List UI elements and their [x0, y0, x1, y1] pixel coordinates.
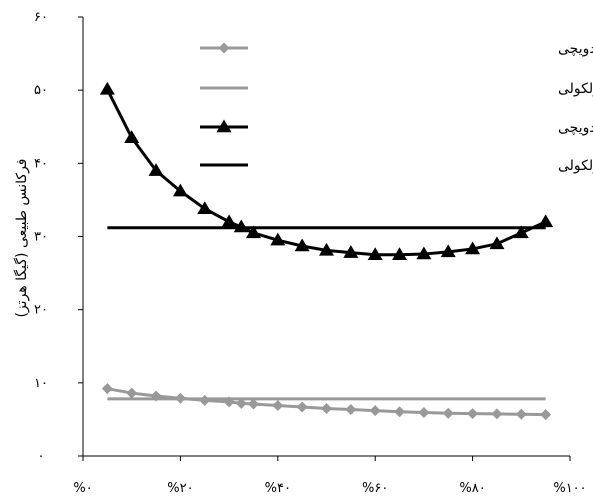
y-tick-label: ۱۰ [34, 376, 48, 391]
data-point [538, 214, 554, 228]
y-tick-label: ۲۰ [34, 303, 48, 318]
legend-swatch-marker [218, 42, 230, 54]
data-point [467, 408, 479, 420]
data-point [345, 404, 357, 416]
data-point [245, 225, 261, 239]
data-point [294, 238, 310, 252]
data-point [148, 163, 164, 176]
y-axis-label: فرکانس طبیعی (گیگا هرتز) [13, 159, 30, 318]
y-tick-label: ۴۰ [34, 156, 48, 171]
x-tick-label: %۶۰ [362, 481, 388, 496]
data-point [489, 236, 505, 250]
data-point [442, 407, 454, 419]
data-point [99, 81, 115, 95]
data-point [491, 408, 503, 420]
data-point [343, 245, 359, 258]
legend-entry: فرکانس دوم/مدل تیر ساندویچی [200, 119, 593, 136]
legend-entry: فرکانس اول/شبیه سازی دینامیک مولکولی [200, 81, 593, 97]
data-point [235, 397, 247, 409]
x-tick-label: %۱۰۰ [553, 481, 586, 496]
legend-entry: فرکانس دوم/شبیه سازی دینامیک مولکولی [200, 158, 593, 174]
y-tick-label: ۶۰ [34, 10, 48, 25]
legend-label: فرکانس دوم/مدل تیر ساندویچی [558, 120, 593, 136]
series-3 [99, 81, 554, 261]
data-point [394, 406, 406, 418]
axes: ۰ ۱۰ ۲۰ ۳۰ ۴۰ ۵۰ ۶۰ %۰ %۲۰ %۴۰ %۶۰ %۸۰ %۱۰۰ [34, 10, 587, 496]
legend-swatch-marker [216, 119, 232, 133]
data-point [540, 409, 552, 421]
x-tick-label: %۴۰ [265, 481, 291, 496]
data-point [369, 405, 381, 417]
data-point [126, 387, 138, 399]
data-point [270, 232, 286, 246]
legend: فرکانس اول/مدل تیر ساندویچی فرکانس اول/شب… [200, 41, 593, 174]
series-1 [101, 383, 552, 421]
data-point [515, 408, 527, 420]
x-tick-label: %۰ [73, 481, 92, 496]
legend-label: فرکانس دوم/شبیه سازی دینامیک مولکولی [558, 158, 593, 174]
data-point [416, 246, 432, 260]
data-point [296, 401, 308, 413]
data-point [101, 383, 113, 395]
data-point [221, 214, 237, 228]
data-point [367, 247, 383, 261]
data-point [319, 242, 334, 256]
data-point [197, 201, 213, 214]
x-tick-label: %۸۰ [459, 481, 485, 496]
legend-entry: فرکانس اول/مدل تیر ساندویچی [200, 41, 593, 57]
series-layer [99, 81, 554, 421]
data-point [272, 400, 284, 412]
y-tick-label: ۳۰ [34, 230, 48, 245]
series-line [106, 88, 547, 257]
x-tick-label: %۲۰ [167, 481, 193, 496]
legend-label: فرکانس اول/مدل تیر ساندویچی [558, 41, 593, 57]
data-point [321, 402, 332, 414]
data-point [172, 183, 188, 197]
y-tick-label: ۵۰ [34, 83, 48, 98]
data-point [247, 398, 259, 410]
data-point [392, 247, 408, 261]
data-point [465, 241, 481, 255]
data-point [440, 244, 456, 258]
y-tick-label: ۰ [38, 449, 45, 464]
data-point [513, 225, 529, 239]
data-point [418, 406, 430, 418]
data-point [124, 130, 140, 143]
legend-label: فرکانس اول/شبیه سازی دینامیک مولکولی [558, 81, 593, 97]
